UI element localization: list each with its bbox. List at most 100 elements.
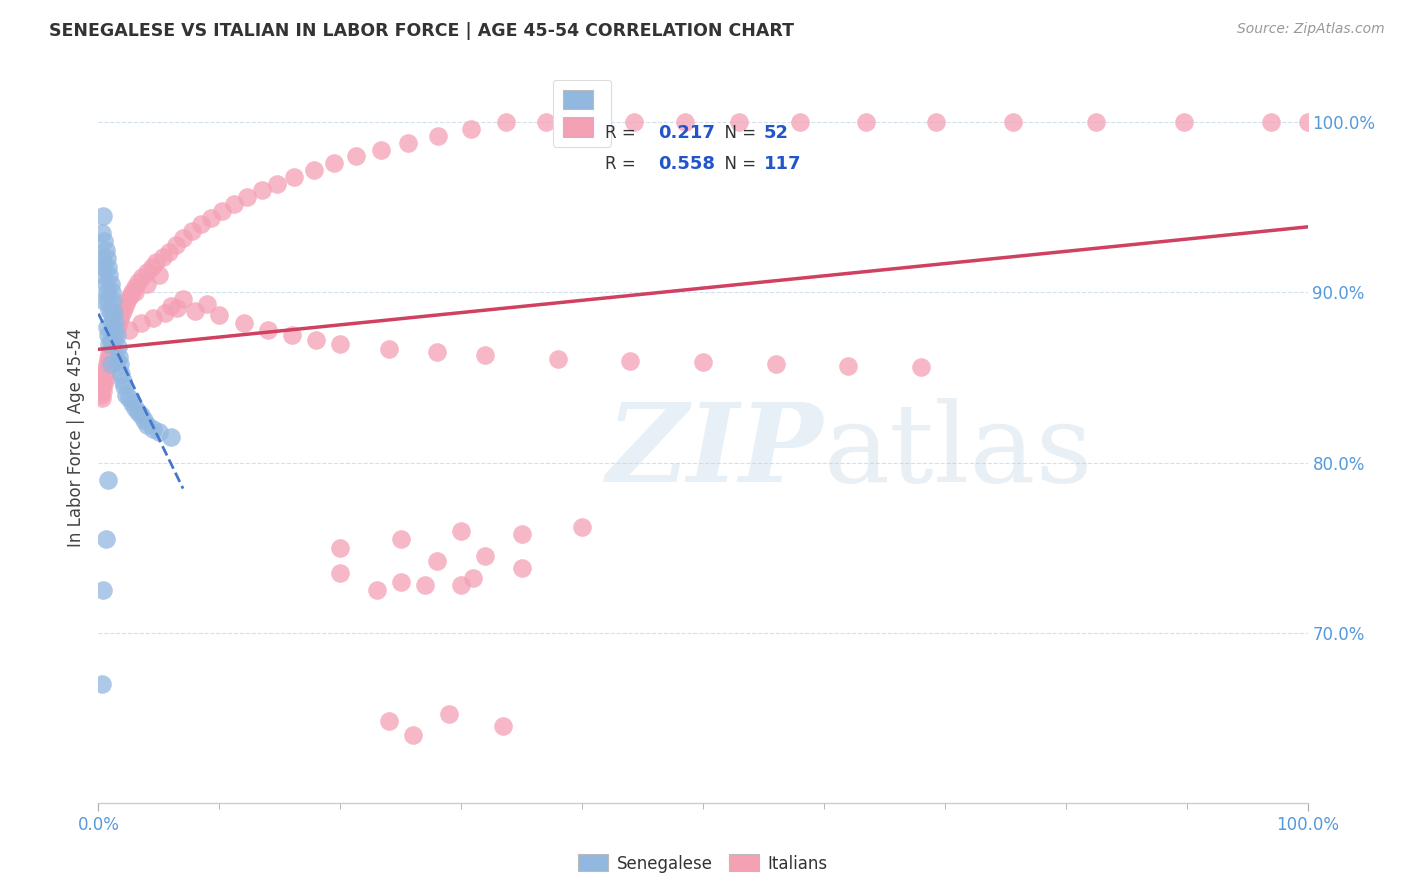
Y-axis label: In Labor Force | Age 45-54: In Labor Force | Age 45-54 <box>66 327 84 547</box>
Text: 0.558: 0.558 <box>658 155 716 173</box>
Point <box>90 387 112 401</box>
Point <box>148 268 170 283</box>
Point <box>98 302 121 317</box>
Point <box>157 244 180 259</box>
Point <box>98 347 121 361</box>
Point <box>98 268 121 283</box>
Point <box>100 338 122 352</box>
Point <box>94 532 117 546</box>
Point <box>426 554 449 568</box>
Point <box>118 323 141 337</box>
Point <box>172 293 194 307</box>
Point <box>91 677 114 691</box>
Text: N =: N = <box>714 155 762 173</box>
Point <box>283 169 305 184</box>
Point <box>281 328 304 343</box>
Point <box>94 243 117 257</box>
Point <box>107 318 129 332</box>
Point <box>166 301 188 315</box>
Point <box>91 226 114 240</box>
Point <box>925 115 948 129</box>
Point <box>100 277 122 291</box>
Point <box>91 391 114 405</box>
Point <box>111 374 134 388</box>
Point <box>389 532 412 546</box>
Point <box>96 366 118 380</box>
Text: SENEGALESE VS ITALIAN IN LABOR FORCE | AGE 45-54 CORRELATION CHART: SENEGALESE VS ITALIAN IN LABOR FORCE | A… <box>49 22 794 40</box>
Point <box>91 209 114 223</box>
Point <box>145 255 167 269</box>
Point <box>104 325 127 339</box>
Point <box>105 353 128 368</box>
Point <box>97 260 120 274</box>
Point <box>1296 115 1319 129</box>
Point <box>1001 115 1024 129</box>
Point <box>152 250 174 264</box>
Point <box>302 163 325 178</box>
Text: 0.217: 0.217 <box>658 124 714 143</box>
Point <box>377 342 399 356</box>
Point <box>97 473 120 487</box>
Point <box>910 360 932 375</box>
Point <box>108 350 131 364</box>
Point <box>103 306 125 320</box>
Point <box>211 203 233 218</box>
Point <box>121 285 143 300</box>
Point <box>250 183 273 197</box>
Point <box>135 277 157 291</box>
Point <box>93 293 115 308</box>
Point <box>101 323 124 337</box>
Point <box>100 357 122 371</box>
Point <box>492 719 515 733</box>
Point <box>323 156 346 170</box>
Point <box>232 316 254 330</box>
Point <box>142 311 165 326</box>
Point <box>124 280 146 294</box>
Point <box>100 306 122 320</box>
Point <box>91 252 114 266</box>
Point <box>450 578 472 592</box>
Point <box>112 379 135 393</box>
Point <box>101 293 124 308</box>
Point <box>1085 115 1108 129</box>
Point <box>98 336 121 351</box>
Point <box>142 421 165 435</box>
Point <box>1260 115 1282 129</box>
Point <box>94 370 117 384</box>
Point <box>190 218 212 232</box>
Point <box>108 314 131 328</box>
Text: R =: R = <box>605 124 641 143</box>
Point <box>91 268 114 283</box>
Point <box>165 238 187 252</box>
Point <box>94 362 117 376</box>
Point <box>510 561 533 575</box>
Point <box>96 357 118 371</box>
Point <box>114 299 136 313</box>
Legend: Senegalese, Italians: Senegalese, Italians <box>572 847 834 880</box>
Point <box>437 707 460 722</box>
Point <box>765 357 787 371</box>
Text: atlas: atlas <box>824 398 1094 505</box>
Point <box>93 367 115 381</box>
Point <box>377 714 399 728</box>
Point <box>305 333 328 347</box>
Point <box>100 345 122 359</box>
Point <box>789 115 811 129</box>
Point <box>402 728 425 742</box>
Point <box>91 379 114 393</box>
Point <box>93 235 115 249</box>
Text: N =: N = <box>714 124 762 143</box>
Point <box>135 418 157 433</box>
Point <box>108 311 131 326</box>
Point <box>200 211 222 225</box>
Point <box>576 115 599 129</box>
Point <box>728 115 751 129</box>
Point <box>107 340 129 354</box>
Point <box>160 430 183 444</box>
Point <box>91 583 114 598</box>
Point <box>329 336 352 351</box>
Point <box>129 408 152 422</box>
Text: ZIP: ZIP <box>606 398 823 506</box>
Point <box>98 353 121 368</box>
Point <box>222 197 245 211</box>
